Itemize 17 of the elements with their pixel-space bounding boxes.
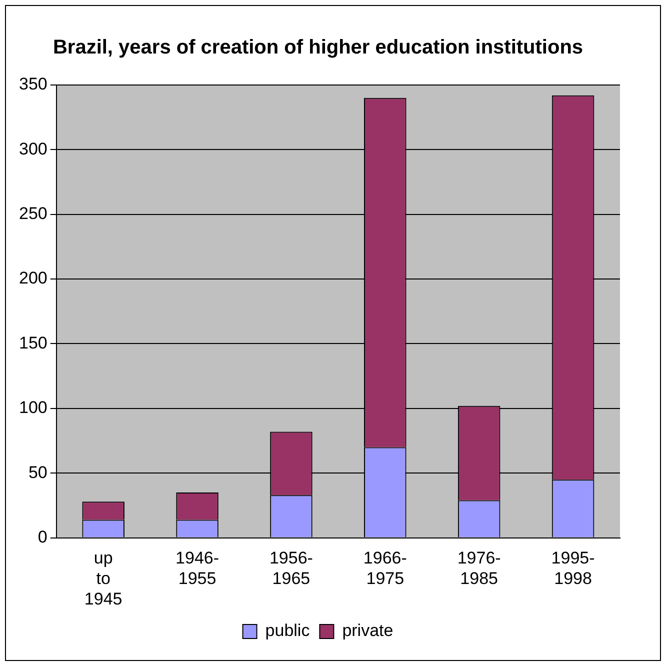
y-tick-label: 50 (28, 462, 48, 482)
x-tick-label: 1966-1975 (363, 548, 407, 588)
y-tick-label: 200 (18, 268, 48, 288)
x-tick-label: up to 1945 (84, 548, 122, 608)
x-tick-label: 1956-1965 (269, 548, 313, 588)
y-tick-label: 350 (18, 74, 48, 94)
chart-title: Brazil, years of creation of higher education institutions (52, 36, 584, 59)
x-tick-label: 1995-1998 (551, 548, 595, 588)
x-tick-label: 1946-1955 (176, 548, 220, 588)
x-tick-label: 1976-1985 (457, 548, 501, 588)
legend-label: private (342, 621, 394, 640)
y-tick-label: 0 (38, 527, 48, 546)
y-tick-label: 150 (18, 333, 48, 352)
legend-label: public (265, 621, 310, 640)
y-tick-label: 300 (18, 139, 48, 158)
y-tick-label: 250 (18, 204, 48, 224)
y-tick-label: 100 (18, 398, 48, 418)
